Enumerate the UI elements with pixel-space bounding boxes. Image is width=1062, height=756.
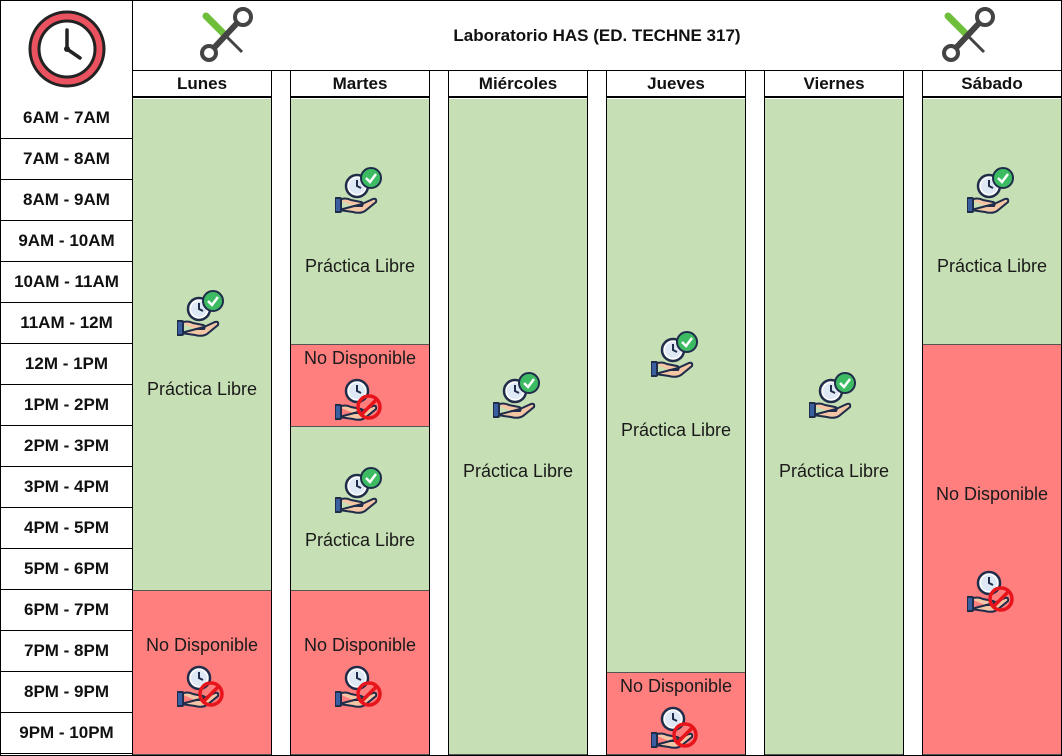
- block-status-label: Práctica Libre: [620, 420, 732, 440]
- day-header: Martes: [291, 71, 429, 98]
- block-status-label: No Disponible: [619, 676, 733, 696]
- block-status-label: Práctica Libre: [146, 379, 258, 399]
- column-separator: [429, 71, 449, 756]
- time-slot-label: 6PM - 7PM: [1, 590, 132, 631]
- hand-clock-check-icon: [651, 330, 701, 380]
- day-header: Sábado: [923, 71, 1061, 98]
- time-slot-label: 6AM - 7AM: [1, 98, 132, 139]
- time-slot-label: 7PM - 8PM: [1, 631, 132, 672]
- tools-icon: [938, 6, 998, 66]
- block-status-label: Práctica Libre: [304, 256, 416, 276]
- time-slot-label: 8AM - 9AM: [1, 180, 132, 221]
- free-practice-block: Práctica Libre: [607, 99, 745, 673]
- hand-clock-forbidden-icon: [967, 565, 1017, 615]
- time-slot-label: 11AM - 12M: [1, 303, 132, 344]
- block-status-label: Práctica Libre: [936, 256, 1048, 276]
- block-status-label: Práctica Libre: [462, 461, 574, 481]
- free-practice-block: Práctica Libre: [765, 99, 903, 755]
- free-practice-block: Práctica Libre: [291, 427, 429, 591]
- time-slot-label: 8PM - 9PM: [1, 672, 132, 713]
- block-status-label: No Disponible: [303, 348, 417, 368]
- unavailable-block: No Disponible: [291, 591, 429, 755]
- hand-clock-check-icon: [335, 466, 385, 516]
- block-status-label: No Disponible: [303, 635, 417, 655]
- time-slot-label: 5PM - 6PM: [1, 549, 132, 590]
- column-separator: [271, 71, 291, 756]
- time-slot-label: 4PM - 5PM: [1, 508, 132, 549]
- time-slot-label: 12M - 1PM: [1, 344, 132, 385]
- hand-clock-check-icon: [967, 166, 1017, 216]
- block-status-label: No Disponible: [935, 484, 1049, 504]
- time-slot-label: 3PM - 4PM: [1, 467, 132, 508]
- block-status-label: No Disponible: [145, 635, 259, 655]
- time-slot-label: 7AM - 8AM: [1, 139, 132, 180]
- block-status-label: Práctica Libre: [304, 530, 416, 550]
- unavailable-block: No Disponible: [133, 591, 271, 755]
- time-slot-label: 2PM - 3PM: [1, 426, 132, 467]
- hand-clock-forbidden-icon: [335, 660, 385, 710]
- page-title-text: Laboratorio HAS (ED. TECHNE 317): [453, 25, 741, 45]
- day-header: Jueves: [607, 71, 745, 98]
- time-slot-label: 10AM - 11AM: [1, 262, 132, 303]
- hand-clock-check-icon: [809, 371, 859, 421]
- free-practice-block: Práctica Libre: [291, 99, 429, 345]
- free-practice-block: Práctica Libre: [923, 99, 1061, 345]
- column-separator: [745, 71, 765, 756]
- time-slot-label: 1PM - 2PM: [1, 385, 132, 426]
- hand-clock-check-icon: [493, 371, 543, 421]
- hand-clock-check-icon: [335, 166, 385, 216]
- day-header: Viernes: [765, 71, 903, 98]
- hand-clock-forbidden-icon: [177, 660, 227, 710]
- hand-clock-forbidden-icon: [335, 373, 385, 423]
- page-title: Laboratorio HAS (ED. TECHNE 317): [133, 1, 1061, 71]
- unavailable-block: No Disponible: [607, 673, 745, 755]
- day-header: Lunes: [133, 71, 271, 98]
- clock-icon: [1, 1, 132, 97]
- time-slot-label: 9PM - 10PM: [1, 713, 132, 754]
- hand-clock-forbidden-icon: [651, 701, 701, 751]
- tools-icon: [196, 6, 256, 66]
- free-practice-block: Práctica Libre: [133, 99, 271, 591]
- block-status-label: Práctica Libre: [778, 461, 890, 481]
- unavailable-block: No Disponible: [923, 345, 1061, 755]
- column-separator: [587, 71, 607, 756]
- hand-clock-check-icon: [177, 289, 227, 339]
- unavailable-block: No Disponible: [291, 345, 429, 427]
- column-separator: [903, 71, 923, 756]
- day-header: Miércoles: [449, 71, 587, 98]
- time-slot-label: 9AM - 10AM: [1, 221, 132, 262]
- free-practice-block: Práctica Libre: [449, 99, 587, 755]
